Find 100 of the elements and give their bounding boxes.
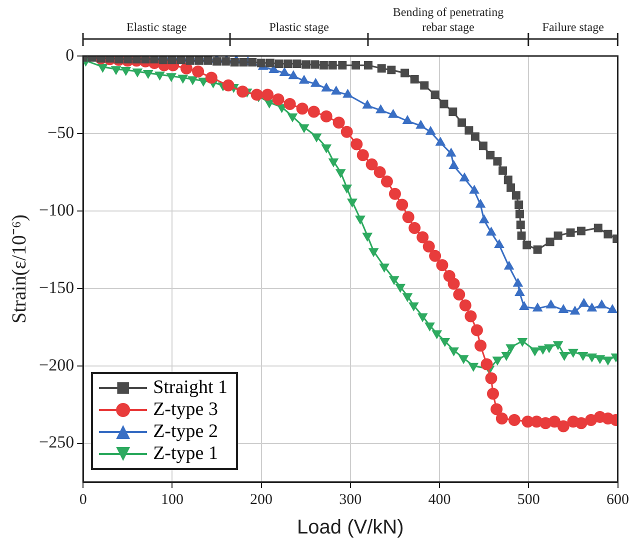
point (453, 288, 466, 301)
point (250, 88, 263, 101)
point (311, 134, 322, 143)
point (480, 358, 493, 370)
point (485, 372, 498, 384)
point (262, 88, 274, 101)
point (474, 340, 487, 352)
x-tick-label: 600 (606, 492, 629, 508)
point (388, 188, 401, 200)
point (544, 344, 554, 354)
point (402, 293, 413, 302)
point (557, 420, 570, 432)
x-tick-label: 400 (428, 492, 451, 508)
point (154, 72, 165, 81)
point (496, 412, 508, 424)
y-tick-label: −200 (38, 355, 74, 374)
point (396, 198, 408, 211)
x-tick-label: 300 (339, 492, 362, 508)
x-axis-title: Load (V/kN) (297, 516, 404, 539)
y-tick-label: −50 (47, 122, 74, 142)
point (422, 240, 435, 253)
point (559, 352, 570, 361)
point (142, 70, 154, 80)
point (355, 216, 366, 225)
point (440, 338, 450, 348)
point (328, 158, 339, 168)
x-tick-label: 200 (250, 492, 273, 508)
point (347, 198, 358, 208)
y-tick-label: −100 (38, 200, 74, 220)
point (416, 231, 429, 244)
text: Plastic stage (269, 20, 329, 35)
legend-label: Z-type 2 (153, 421, 218, 443)
point (296, 102, 308, 115)
point (308, 106, 320, 118)
point (470, 324, 483, 336)
point (395, 284, 406, 293)
point (166, 73, 177, 82)
point (205, 72, 218, 84)
x-tick-label: 0 (79, 492, 87, 508)
text: Bending of penetrating rebar stage (392, 5, 504, 35)
point (120, 66, 132, 76)
legend-label: Z-type 1 (153, 443, 218, 465)
point (272, 93, 284, 106)
point (380, 175, 393, 188)
point (578, 352, 588, 361)
point (284, 98, 296, 110)
text: Elastic stage (126, 20, 187, 35)
point (374, 166, 386, 178)
y-tick-label: −250 (38, 432, 74, 452)
point (517, 338, 528, 348)
point (321, 144, 332, 154)
point (388, 276, 400, 286)
x-tick-label: 500 (517, 492, 540, 508)
point (548, 416, 560, 428)
point (362, 232, 373, 242)
point (429, 250, 442, 262)
point (586, 354, 598, 363)
point (342, 184, 352, 194)
point (436, 259, 448, 272)
x-tick-label: 100 (160, 492, 184, 508)
point (366, 158, 378, 170)
point (492, 356, 503, 366)
legend-label: Z-type 3 (153, 399, 218, 421)
point (459, 299, 472, 312)
point (287, 113, 298, 122)
point (552, 341, 564, 350)
point (132, 68, 143, 78)
point (97, 64, 108, 73)
point (320, 110, 332, 122)
y-axis-title: Strain(ε/10⁻⁶) (8, 214, 30, 324)
point (187, 76, 198, 86)
point (379, 264, 390, 273)
point (506, 344, 516, 354)
point (508, 414, 520, 426)
point (575, 417, 588, 430)
point (468, 362, 479, 372)
point (501, 352, 512, 361)
point (298, 124, 310, 134)
point (464, 310, 477, 322)
point (368, 248, 379, 258)
y-tick-label: −150 (38, 278, 74, 297)
point (222, 79, 234, 92)
point (490, 403, 503, 416)
point (408, 302, 419, 312)
point (356, 149, 369, 162)
point (402, 211, 414, 224)
point (110, 66, 122, 76)
point (594, 355, 606, 364)
point (417, 313, 428, 322)
point (424, 322, 435, 332)
point (236, 86, 249, 98)
point (448, 278, 460, 290)
y-tick-label: 0 (66, 45, 74, 64)
point (192, 65, 204, 78)
point (178, 74, 188, 84)
point (448, 347, 459, 356)
point (335, 169, 346, 178)
point (432, 330, 442, 340)
text: Failure stage (542, 20, 604, 35)
point (408, 222, 421, 234)
